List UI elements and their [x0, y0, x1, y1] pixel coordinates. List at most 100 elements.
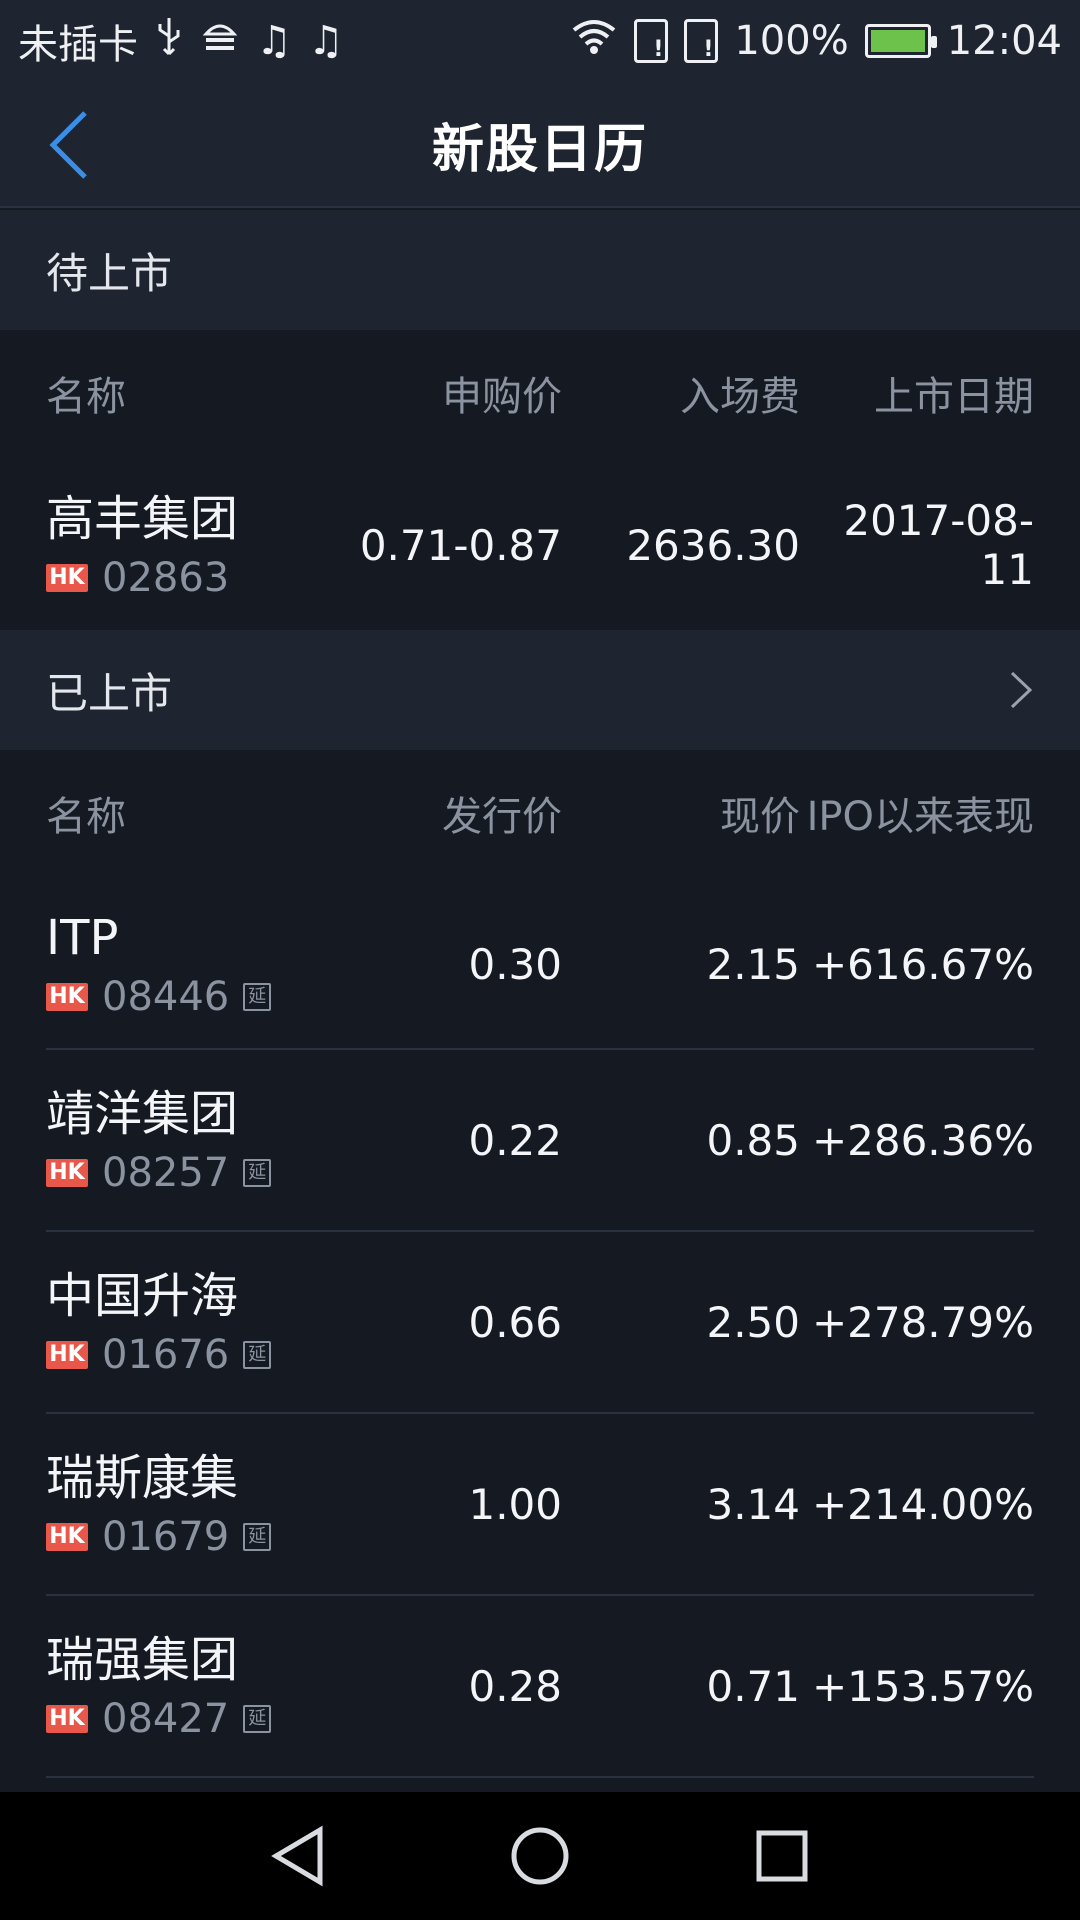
stock-name: 瑞斯康集 — [46, 1450, 239, 1506]
subscription-price: 0.71-0.87 — [359, 520, 562, 570]
delayed-quote-badge: 延 — [243, 1523, 272, 1551]
stock-code-line: HK 08446 延 — [46, 974, 286, 1020]
android-icon — [200, 16, 240, 66]
table-row[interactable]: 瑞斯康集 HK 01679 延 1.00 3.14 +214.00% — [0, 1414, 1080, 1594]
circle-home-icon — [511, 1827, 569, 1885]
square-recents-icon — [756, 1830, 808, 1882]
market-badge: HK — [46, 564, 88, 592]
stock-name: 靖洋集团 — [46, 1086, 239, 1142]
current-price: 2.50 — [706, 1297, 800, 1347]
current-price: 2.15 — [706, 939, 800, 989]
issue-price: 1.00 — [468, 1479, 562, 1529]
issue-price: 0.30 — [468, 939, 562, 989]
market-badge: HK — [46, 1341, 88, 1369]
column-issue-price: 发行价 — [442, 794, 562, 840]
row-divider — [46, 1412, 1034, 1414]
stock-cell: 瑞斯康集 HK 01679 延 — [46, 1448, 286, 1560]
page-title: 新股日历 — [431, 119, 648, 180]
stock-code: 01676 — [102, 1332, 230, 1378]
section-title: 待上市 — [46, 248, 173, 298]
battery-charging-icon — [864, 24, 937, 58]
stock-name: 高丰集团 — [46, 491, 239, 547]
ipo-performance: +616.67% — [811, 939, 1034, 989]
row-divider — [46, 1776, 1034, 1778]
sim-alert-icon — [684, 19, 719, 63]
wifi-icon — [570, 16, 618, 66]
table-row[interactable]: 瑞强集团 HK 08427 延 0.28 0.71 +153.57% — [0, 1596, 1080, 1776]
stock-name: ITP — [46, 910, 119, 966]
table-row[interactable]: ITP HK 08446 延 0.30 2.15 +616.67% — [0, 880, 1080, 1048]
section-upcoming: 待上市 — [0, 210, 1080, 330]
chevron-left-icon — [49, 111, 87, 179]
row-divider — [46, 1048, 1034, 1050]
ipo-performance: +153.57% — [811, 1661, 1034, 1711]
row-divider — [46, 1230, 1034, 1232]
stock-code: 08427 — [102, 1696, 230, 1742]
column-listing-date: 上市日期 — [874, 374, 1034, 420]
current-price: 0.71 — [706, 1661, 800, 1711]
music-note-icon: ♫ — [307, 18, 344, 64]
clock: 12:04 — [946, 18, 1062, 64]
system-nav-bar — [0, 1792, 1080, 1920]
delayed-quote-badge: 延 — [243, 1341, 272, 1369]
table-row[interactable]: 靖洋集团 HK 08257 延 0.22 0.85 +286.36% — [0, 1050, 1080, 1230]
row-divider — [46, 1594, 1034, 1596]
stock-cell: 靖洋集团 HK 08257 延 — [46, 1084, 286, 1196]
column-subscription-price: 申购价 — [442, 374, 562, 420]
status-right: 100% 12:04 — [570, 16, 1062, 66]
delayed-quote-badge: 延 — [243, 983, 272, 1011]
ipo-performance: +214.00% — [811, 1479, 1034, 1529]
battery-percent: 100% — [734, 18, 849, 64]
stock-name: 瑞强集团 — [46, 1632, 239, 1688]
stock-code: 01679 — [102, 1514, 230, 1560]
entry-fee: 2636.30 — [626, 520, 800, 570]
column-current-price: 现价 — [720, 794, 800, 840]
sim-alert-icon — [634, 19, 669, 63]
issue-price: 0.28 — [468, 1661, 562, 1711]
stock-code: 02863 — [102, 555, 230, 601]
issue-price: 0.66 — [468, 1297, 562, 1347]
triangle-back-icon — [271, 1825, 323, 1887]
stock-code-line: HK 08257 延 — [46, 1150, 286, 1196]
ipo-performance: +286.36% — [811, 1115, 1034, 1165]
stock-cell: 中国升海 HK 01676 延 — [46, 1266, 286, 1378]
section-title: 已上市 — [46, 668, 173, 718]
column-entry-fee: 入场费 — [680, 374, 800, 420]
status-left: 未插卡 ♫ ♫ — [18, 12, 344, 70]
market-badge: HK — [46, 1705, 88, 1733]
current-price: 0.85 — [706, 1115, 800, 1165]
listing-date: 2017-08-11 — [843, 496, 1034, 594]
stock-cell: ITP HK 08446 延 — [46, 908, 286, 1020]
upcoming-column-header: 名称 申购价 入场费 上市日期 — [0, 330, 1080, 456]
nav-back-button[interactable] — [252, 1810, 344, 1902]
back-button[interactable] — [30, 102, 110, 188]
nav-home-button[interactable] — [494, 1810, 586, 1902]
nav-recents-button[interactable] — [736, 1810, 828, 1902]
stock-code-line: HK 08427 延 — [46, 1696, 286, 1742]
stock-code: 08446 — [102, 974, 230, 1020]
column-name: 名称 — [46, 794, 126, 840]
usb-icon — [154, 16, 184, 66]
stock-cell: 瑞强集团 HK 08427 延 — [46, 1630, 286, 1742]
ipo-performance: +278.79% — [811, 1297, 1034, 1347]
column-ipo-performance: IPO以来表现 — [806, 794, 1034, 840]
delayed-quote-badge: 延 — [243, 1159, 272, 1187]
section-listed[interactable]: 已上市 — [0, 630, 1080, 750]
stock-cell: 高丰集团 HK 02863 — [46, 489, 286, 601]
listed-column-header: 名称 发行价 现价 IPO以来表现 — [0, 750, 1080, 876]
market-badge: HK — [46, 1523, 88, 1551]
delayed-quote-badge: 延 — [243, 1705, 272, 1733]
stock-code-line: HK 01679 延 — [46, 1514, 286, 1560]
music-note-icon: ♫ — [256, 18, 292, 64]
carrier-text: 未插卡 — [18, 22, 138, 68]
stock-code-line: HK 01676 延 — [46, 1332, 286, 1378]
nav-header: 新股日历 — [0, 82, 1080, 208]
stock-code: 08257 — [102, 1150, 230, 1196]
stock-code-line: HK 02863 — [46, 555, 286, 601]
column-name: 名称 — [46, 374, 126, 420]
market-badge: HK — [46, 983, 88, 1011]
table-row[interactable]: 中国升海 HK 01676 延 0.66 2.50 +278.79% — [0, 1232, 1080, 1412]
table-row[interactable]: 高丰集团 HK 02863 0.71-0.87 2636.30 2017-08-… — [0, 460, 1080, 630]
stock-name: 中国升海 — [46, 1268, 239, 1324]
current-price: 3.14 — [706, 1479, 800, 1529]
